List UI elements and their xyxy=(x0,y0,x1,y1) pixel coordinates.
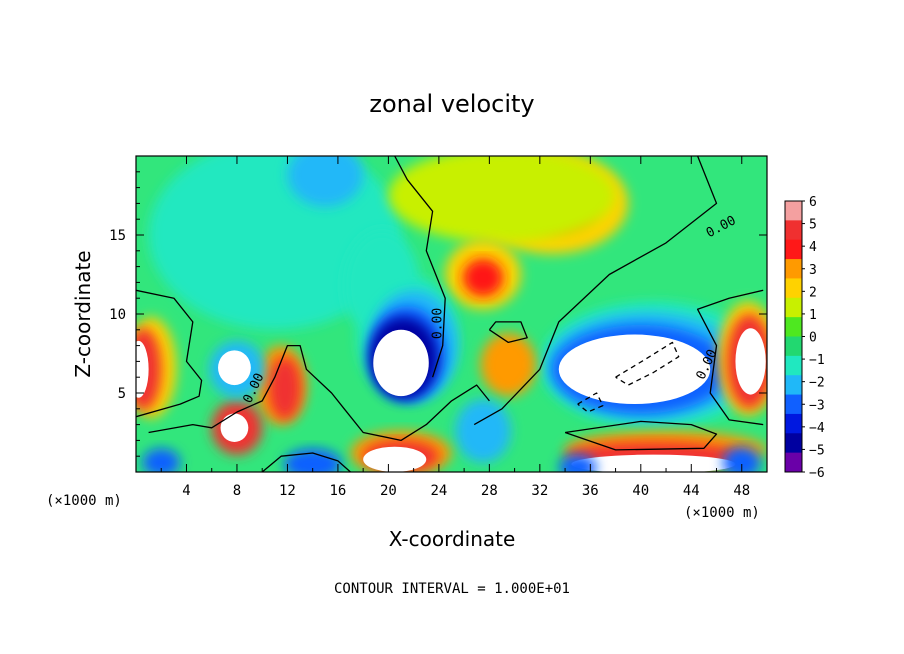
colorbar-swatch xyxy=(785,413,802,434)
field-region xyxy=(287,156,364,207)
colorbar-tick-label: 3 xyxy=(809,263,817,278)
colorbar-swatch xyxy=(785,433,802,454)
x-tick-label: 44 xyxy=(683,483,700,499)
colorbar-swatch xyxy=(785,336,802,357)
field-blob xyxy=(142,448,181,472)
y-tick-label: 5 xyxy=(118,386,126,402)
velocity-field xyxy=(136,156,767,472)
x-tick-label: 8 xyxy=(233,483,241,499)
x-unit-left: (×1000 m) xyxy=(46,493,122,509)
colorbar-tick-label: 6 xyxy=(809,195,817,210)
contour-label: 0.00 xyxy=(430,308,445,339)
field-blob xyxy=(722,446,761,472)
x-unit-right: (×1000 m) xyxy=(684,505,760,521)
colorbar-tick-label: −6 xyxy=(809,466,825,481)
x-tick-label: 12 xyxy=(279,483,296,499)
colorbar-swatch xyxy=(785,452,802,473)
field-region xyxy=(363,446,736,472)
field-blob xyxy=(388,156,616,243)
field-blob xyxy=(462,258,504,297)
field-blob xyxy=(480,332,537,397)
field-blob xyxy=(136,340,149,398)
x-tick-label: 24 xyxy=(430,483,447,499)
colorbar-swatch xyxy=(785,355,802,376)
colorbar-tick-label: −5 xyxy=(809,443,825,458)
field-blob xyxy=(558,454,597,472)
colorbar-tick-label: 5 xyxy=(809,218,817,233)
field-region xyxy=(218,350,251,442)
x-axis-label: X-coordinate xyxy=(389,527,516,551)
colorbar-tick-label: 4 xyxy=(809,240,817,255)
contour-line xyxy=(473,156,718,426)
colorbar-swatch xyxy=(785,375,802,396)
field-region xyxy=(388,156,616,243)
colorbar-swatch xyxy=(785,317,802,337)
contour-line xyxy=(577,392,604,413)
field-blob xyxy=(455,399,511,463)
field-region xyxy=(462,258,504,297)
contour-line xyxy=(136,289,203,418)
colorbar-swatch xyxy=(785,259,802,279)
colorbar-tick-label: 1 xyxy=(809,308,817,323)
contour-line xyxy=(394,156,446,378)
contour-interval-note: CONTOUR INTERVAL = 1.000E+01 xyxy=(334,581,570,597)
x-tick-label: 40 xyxy=(632,483,649,499)
contour-line xyxy=(148,344,490,442)
colorbar-tick-label: 2 xyxy=(809,285,817,300)
y-tick-label: 15 xyxy=(109,228,126,244)
field-blob xyxy=(268,356,302,420)
contour-line xyxy=(696,289,764,426)
x-tick-label: 20 xyxy=(380,483,397,499)
field-blob xyxy=(220,413,249,442)
field-region xyxy=(373,329,711,405)
contour-line xyxy=(488,321,528,344)
field-blob xyxy=(373,329,429,397)
colorbar-swatch xyxy=(785,201,802,221)
field-blob xyxy=(571,454,736,472)
colorbar-swatch xyxy=(785,239,802,260)
field-blob xyxy=(558,334,711,405)
y-tick-label: 10 xyxy=(109,307,126,323)
contour-line xyxy=(564,420,718,451)
colorbar-swatch xyxy=(785,297,802,318)
field-blob xyxy=(363,446,427,472)
field-blob xyxy=(735,328,766,395)
x-tick-label: 28 xyxy=(481,483,498,499)
field-blob xyxy=(218,350,251,386)
contour-line xyxy=(261,452,351,472)
x-tick-label: 32 xyxy=(531,483,548,499)
field-region xyxy=(136,328,766,398)
field-blob xyxy=(287,156,364,207)
x-axis-ticks: 4 8 12 16 20 24 28 32 36 40 44 48 xyxy=(160,156,750,499)
colorbar-swatch xyxy=(785,220,802,241)
y-axis-label: Z-coordinate xyxy=(71,250,95,377)
x-tick-label: 36 xyxy=(582,483,599,499)
colorbar: 6 5 4 3 2 1 0 −1 −2 −3 −4 −5 −6 xyxy=(784,195,825,481)
colorbar-swatch xyxy=(785,394,802,415)
contour-lines xyxy=(136,156,764,472)
plot-area: 0.000.000.000.00 xyxy=(135,155,768,473)
colorbar-tick-label: −1 xyxy=(809,353,825,368)
contour-line xyxy=(615,341,680,386)
x-tick-label: 16 xyxy=(329,483,346,499)
colorbar-tick-label: −3 xyxy=(809,398,825,413)
colorbar-tick-label: −2 xyxy=(809,376,825,391)
colorbar-tick-label: 0 xyxy=(809,331,817,346)
chart-title: zonal velocity xyxy=(369,90,534,118)
colorbar-tick-label: −4 xyxy=(809,421,825,436)
x-tick-label: 48 xyxy=(733,483,750,499)
colorbar-swatch xyxy=(785,278,802,299)
x-tick-label: 4 xyxy=(182,483,190,499)
y-axis-ticks: 5 10 15 xyxy=(109,171,767,457)
